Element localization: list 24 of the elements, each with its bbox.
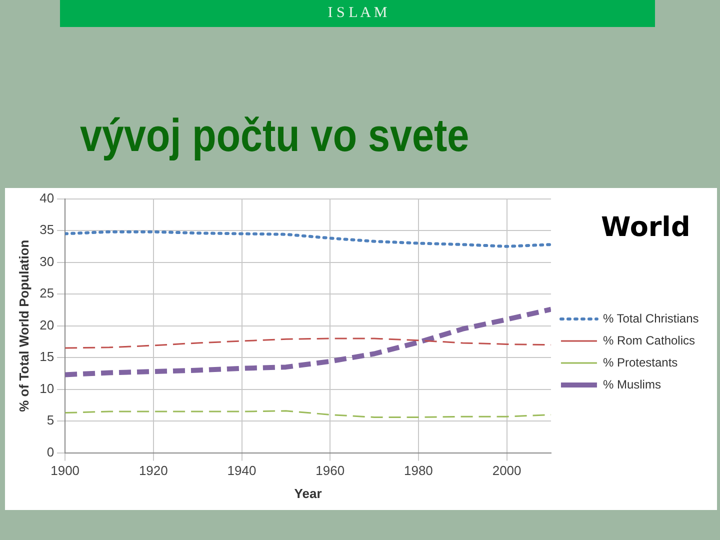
y-tick-label: 15: [40, 349, 54, 364]
legend-label: % Muslims: [602, 377, 661, 392]
x-tick-label: 1920: [138, 463, 168, 478]
legend-label: % Total Christians: [602, 311, 699, 326]
chart-title: vývoj počtu vo svete: [80, 108, 470, 162]
y-tick-label: 0: [46, 444, 54, 460]
y-tick-label: 10: [40, 380, 54, 396]
x-tick-label: 1900: [50, 463, 80, 478]
x-tick-label: 1940: [227, 463, 256, 478]
y-tick-label: 20: [40, 317, 54, 332]
text: I S L A M: [60, 0, 655, 27]
y-tick-label: 5: [46, 412, 54, 428]
x-tick-label: 1980: [404, 463, 433, 478]
y-tick-label: 25: [40, 286, 54, 301]
text: World: [601, 212, 690, 243]
y-tick-label: 35: [40, 222, 54, 238]
y-axis-title: % of Total World Population: [16, 240, 32, 412]
y-tick-label: 40: [40, 190, 54, 206]
x-tick-label: 2000: [492, 463, 522, 478]
legend-label: % Protestants: [602, 355, 678, 370]
x-axis-title: Year: [294, 486, 322, 501]
legend-label: % Rom Catholics: [602, 333, 695, 348]
y-tick-label: 30: [40, 254, 54, 269]
x-tick-label: 1960: [316, 463, 345, 478]
